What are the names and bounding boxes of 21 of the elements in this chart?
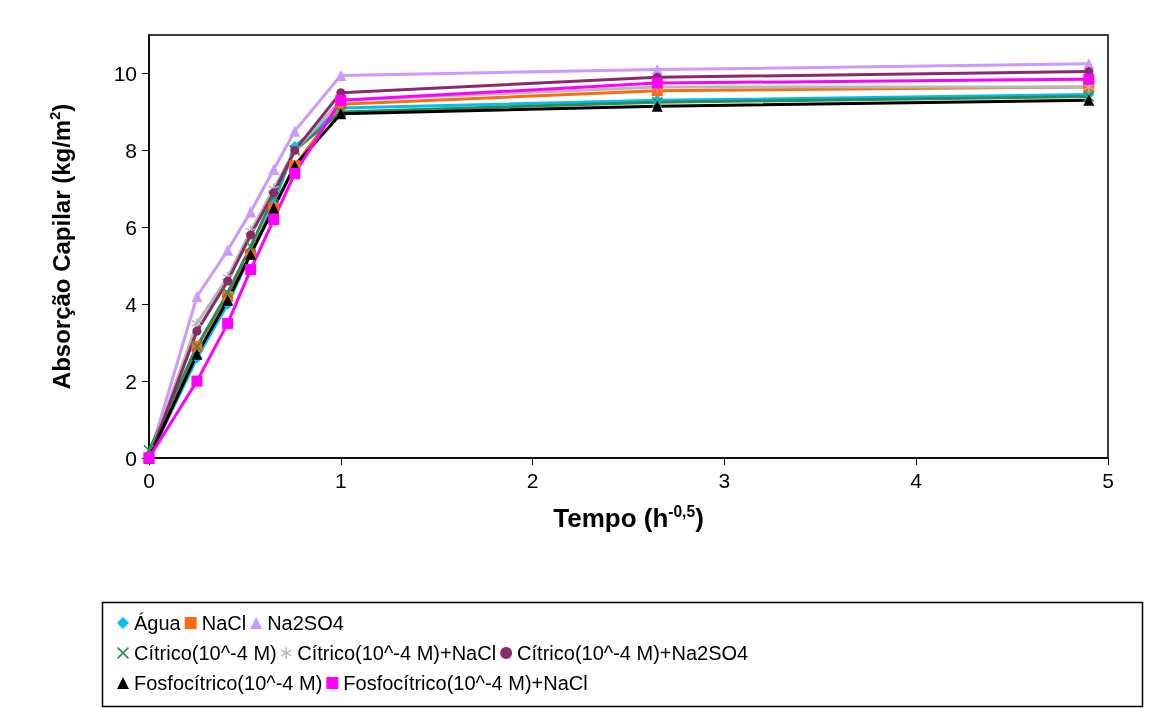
x-tick-label: 3 [718, 469, 731, 492]
x-tick-label: 4 [910, 469, 923, 492]
y-tick-label: 10 [113, 61, 137, 85]
y-tick-label: 4 [125, 292, 138, 316]
legend-label: Na2SO4 [267, 612, 344, 634]
y-tick-label: 2 [125, 369, 137, 393]
y-tick-label: 6 [125, 215, 137, 239]
y-axis-title: Absorção Capilar (kg/m2) [47, 103, 75, 390]
legend-label: NaCl [201, 612, 247, 634]
y-tick-label: 8 [125, 138, 137, 162]
x-tick-label: 1 [334, 469, 347, 492]
y-tick-label: 0 [125, 446, 137, 470]
legend-label: Cítrico(10^-4 M)+NaCl [297, 642, 497, 664]
legend-label: Fosfocítrico(10^-4 M) [134, 672, 323, 694]
legend-label: Água [134, 612, 182, 634]
x-tick-label: 0 [143, 469, 155, 492]
legend-label: Cítrico(10^-4 M)+Na2SO4 [517, 642, 749, 664]
x-tick-label: 5 [1102, 469, 1114, 492]
legend-label: Fosfocítrico(10^-4 M)+NaCl [343, 672, 588, 694]
x-tick-label: 2 [526, 469, 539, 492]
legend-label: Cítrico(10^-4 M) [134, 642, 277, 664]
